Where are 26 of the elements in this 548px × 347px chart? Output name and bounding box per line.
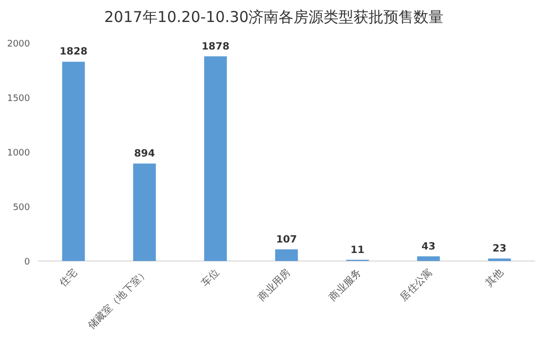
bar: [204, 56, 227, 261]
x-tick-label: 居住公寓: [398, 266, 435, 304]
y-tick-label: 0: [24, 258, 30, 268]
bar: [62, 62, 85, 261]
x-tick-label: 车位: [198, 266, 222, 290]
data-label: 1828: [60, 46, 88, 58]
bar: [275, 249, 298, 261]
y-tick-label: 500: [12, 203, 30, 213]
data-label: 107: [276, 234, 297, 246]
y-tick-label: 1000: [7, 148, 30, 158]
data-label: 43: [422, 241, 436, 252]
y-tick-label: 2000: [7, 40, 30, 50]
x-tick-label: 其他: [482, 266, 506, 290]
y-tick-label: 1500: [7, 94, 30, 104]
data-label: 11: [350, 244, 364, 256]
bar: [133, 164, 156, 261]
x-tick-label: 储藏室（地下室）: [86, 266, 151, 332]
data-label: 23: [492, 243, 506, 254]
x-tick-label: 商业服务: [326, 266, 364, 304]
x-tick-label: 住宅: [56, 266, 80, 290]
chart-title: 2017年10.20-10.30济南各房源类型获批预售数量: [104, 8, 444, 26]
x-tick-label: 商业用房: [256, 266, 293, 304]
data-label: 1878: [202, 41, 230, 52]
bar: [417, 256, 440, 261]
data-label: 894: [134, 148, 155, 160]
bar: [488, 258, 511, 261]
